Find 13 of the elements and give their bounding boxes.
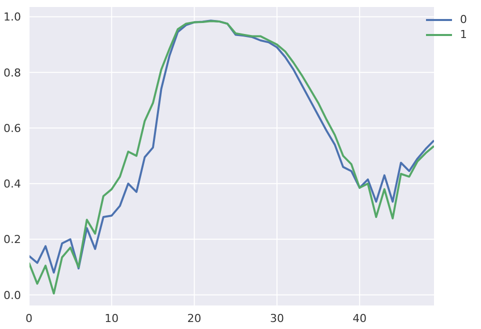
x-tick-label: 0: [26, 312, 32, 325]
legend-label: 0: [460, 13, 467, 26]
y-tick-label: 0.0: [4, 288, 21, 302]
legend-label: 1: [460, 28, 467, 41]
x-tick-label: 10: [104, 312, 119, 325]
x-tick-label: 20: [187, 312, 202, 325]
x-tick-label: 30: [270, 312, 284, 325]
y-tick-label: 0.2: [4, 233, 21, 246]
y-tick-label: 0.4: [4, 178, 21, 191]
y-tick-label: 1.0: [4, 10, 21, 24]
x-tick-label: 40: [352, 312, 367, 325]
y-tick-label: 0.6: [4, 122, 21, 135]
y-tick-label: 0.8: [4, 66, 21, 80]
